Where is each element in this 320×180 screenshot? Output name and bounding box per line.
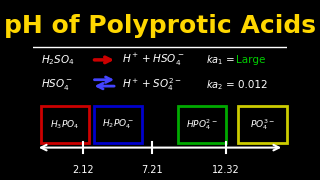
Text: $H_3PO_4$: $H_3PO_4$	[51, 118, 80, 131]
FancyBboxPatch shape	[94, 106, 142, 143]
Text: 2.12: 2.12	[72, 165, 93, 175]
Text: $H^+ + SO_4^{2-}$: $H^+ + SO_4^{2-}$	[122, 76, 181, 93]
Text: $ka_2$: $ka_2$	[205, 78, 223, 92]
Text: $HPO_4^{2-}$: $HPO_4^{2-}$	[186, 117, 218, 132]
Text: =: =	[226, 55, 238, 65]
Text: Large: Large	[236, 55, 265, 65]
FancyBboxPatch shape	[238, 106, 287, 143]
Text: 12.32: 12.32	[212, 165, 240, 175]
Text: $H_2SO_4$: $H_2SO_4$	[41, 53, 75, 67]
Text: $PO_4^{3-}$: $PO_4^{3-}$	[250, 117, 275, 132]
Text: = 0.012: = 0.012	[226, 80, 268, 90]
Text: $H_2PO_4^-$: $H_2PO_4^-$	[102, 118, 134, 131]
Text: $H^+ + HSO_4^-$: $H^+ + HSO_4^-$	[122, 52, 185, 68]
Text: 7.21: 7.21	[141, 165, 163, 175]
Text: pH of Polyprotic Acids: pH of Polyprotic Acids	[4, 14, 316, 38]
FancyBboxPatch shape	[41, 106, 89, 143]
Text: $ka_1$: $ka_1$	[205, 53, 223, 67]
FancyBboxPatch shape	[178, 106, 226, 143]
Text: $HSO_4^-$: $HSO_4^-$	[41, 77, 73, 92]
